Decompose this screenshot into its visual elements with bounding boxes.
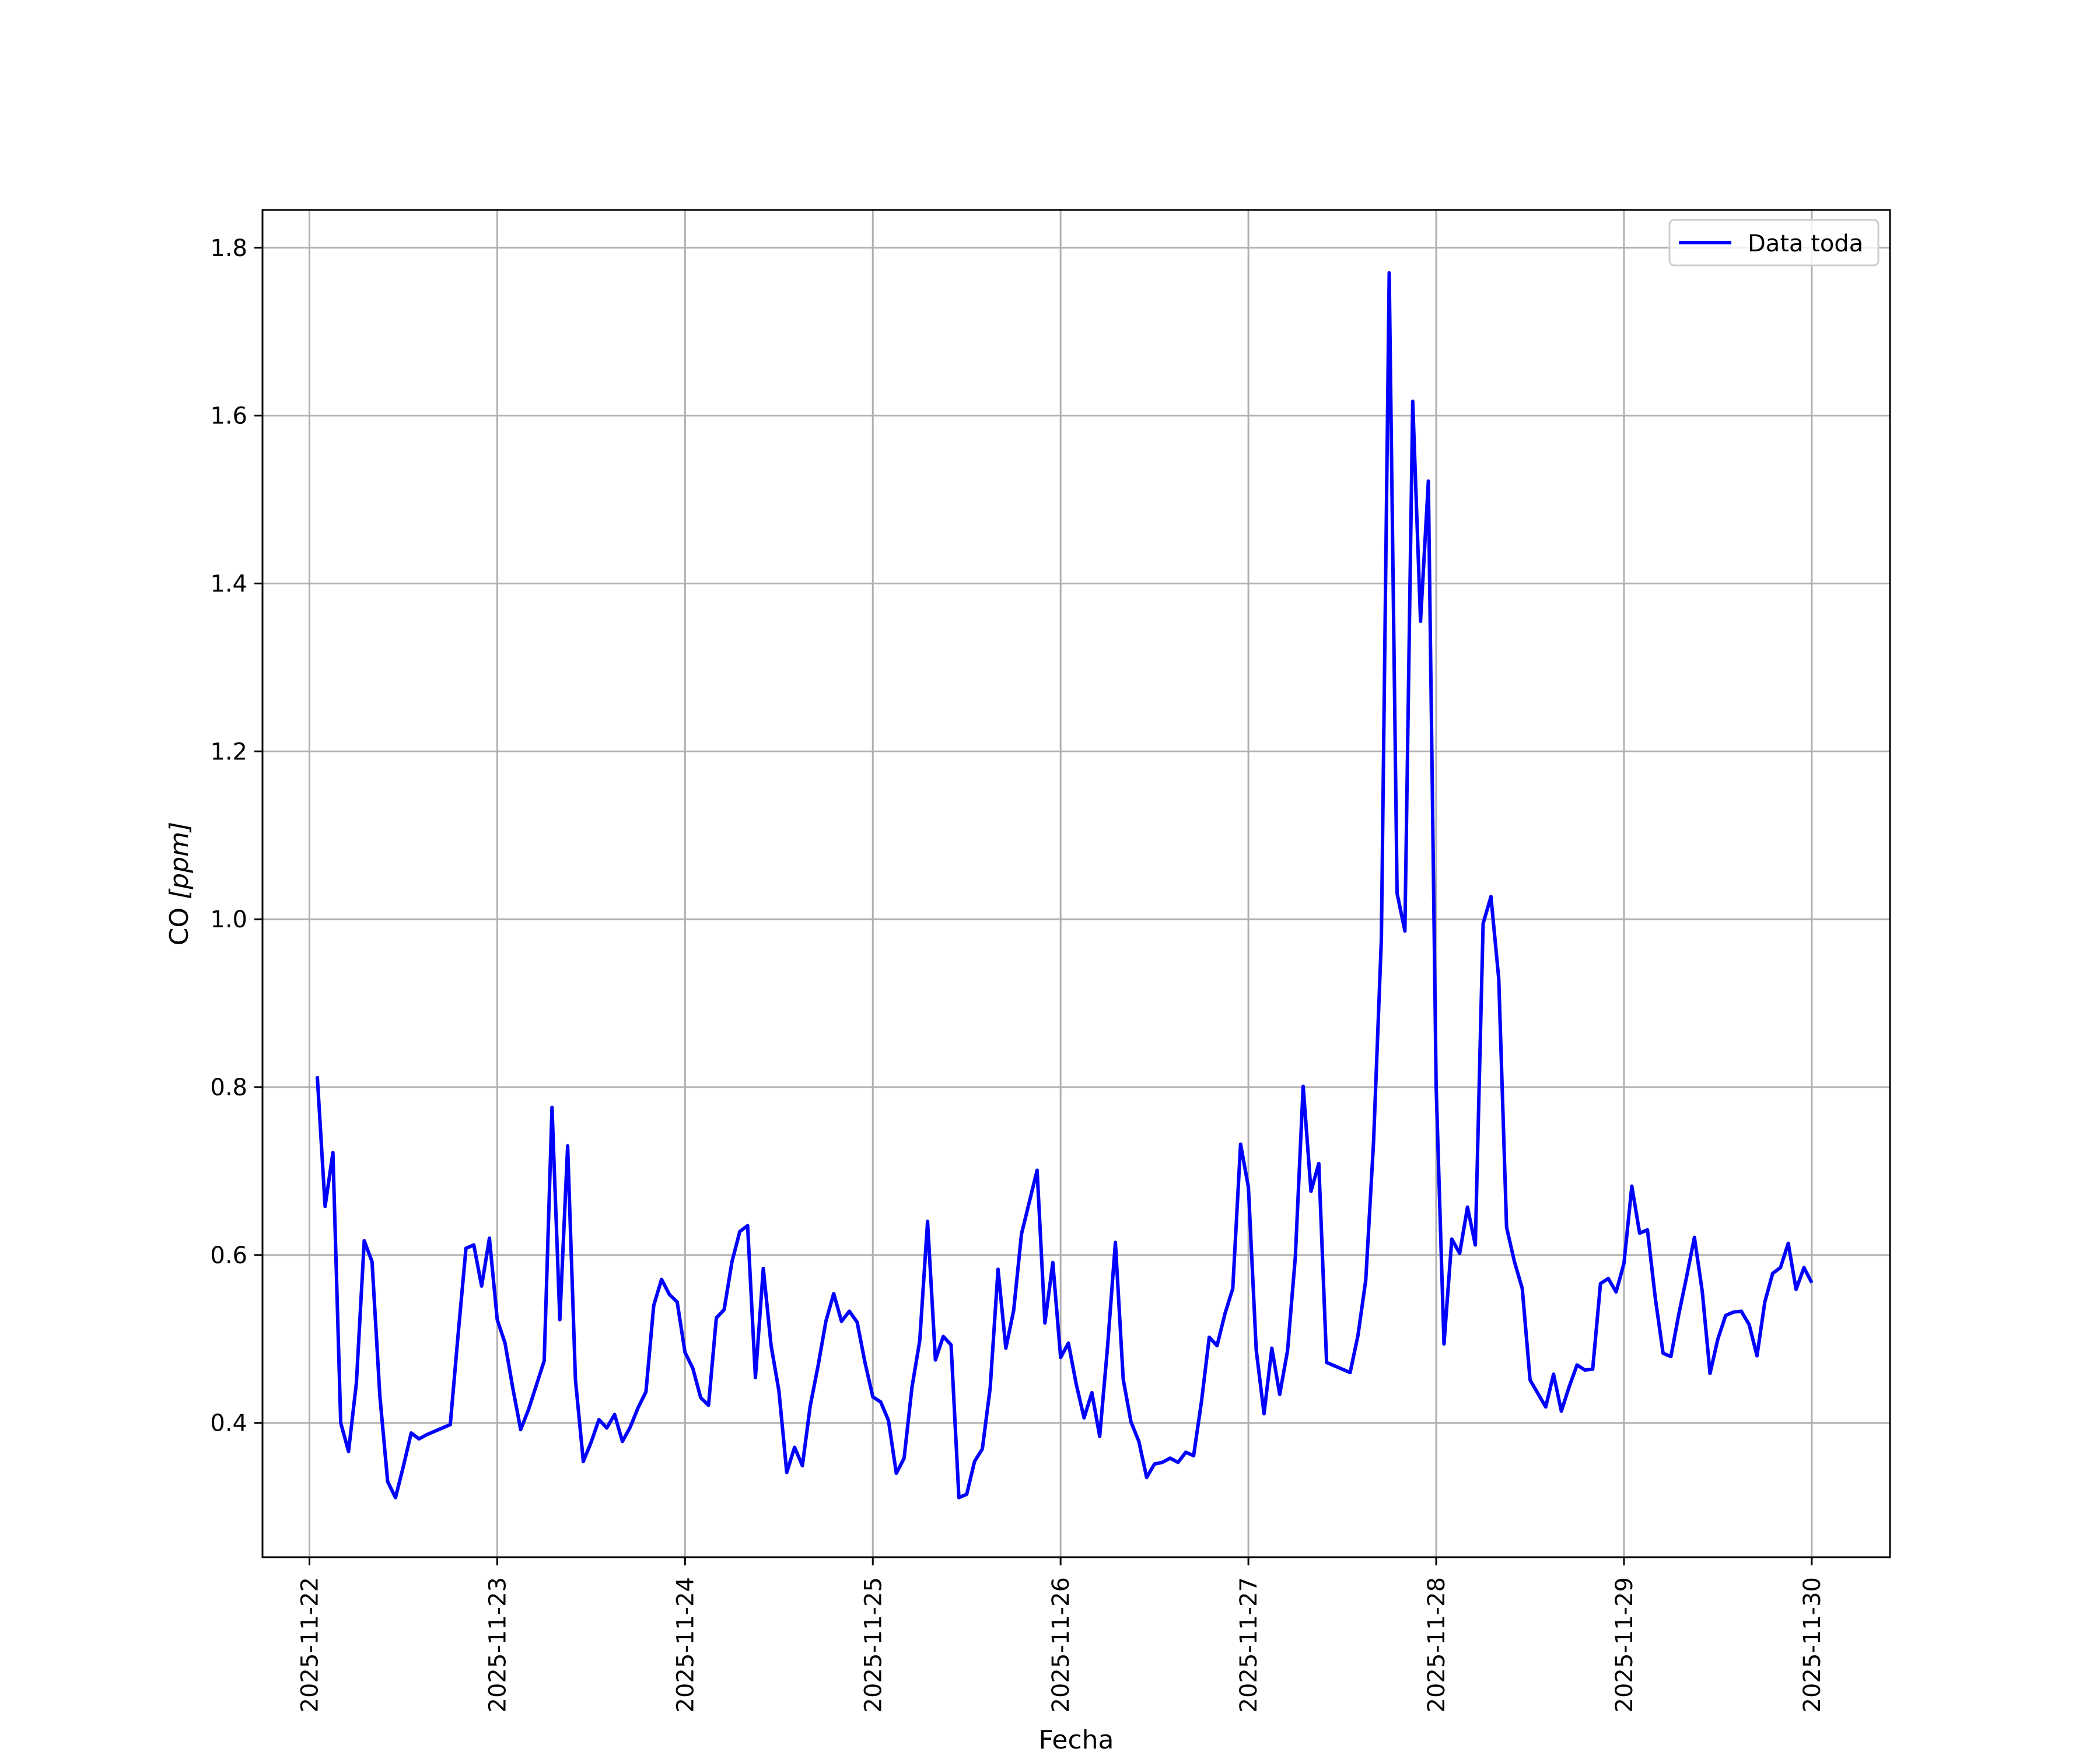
x-axis: 2025-11-22 2025-11-23 2025-11-24 2025-11-25… [296,1557,1826,1712]
y-axis-label: CO [ppm] [164,822,194,945]
y-tick-label: 1.0 [210,906,247,933]
y-axis-label-unit: [ppm] [164,822,194,899]
x-tick-label: 2025-11-29 [1611,1577,1638,1712]
plot-frame [261,209,1891,1558]
legend: Data toda [1668,219,1880,267]
y-tick-label: 1.2 [210,738,247,765]
series-line [315,271,1814,1499]
x-tick-label: 2025-11-28 [1423,1577,1450,1712]
x-tick-label: 2025-11-25 [860,1577,887,1712]
x-tick-label: 2025-11-26 [1048,1577,1074,1712]
y-tick-label: 0.4 [210,1410,247,1437]
legend-box [1668,219,1880,267]
legend-label: Data toda [1748,230,1863,257]
x-tick-label: 2025-11-23 [484,1577,511,1712]
x-tick-label: 2025-11-22 [296,1577,323,1712]
y-tick-label: 0.8 [210,1074,247,1101]
y-tick-label: 0.6 [210,1242,247,1269]
y-tick-label: 1.6 [210,403,247,430]
y-axis: 0.4 0.6 0.8 1.0 1.2 1.4 1.6 1.8 [210,235,262,1437]
x-tick-label: 2025-11-30 [1799,1577,1826,1712]
x-tick-label: 2025-11-24 [672,1577,699,1712]
y-tick-label: 1.4 [210,570,247,597]
x-tick-label: 2025-11-27 [1236,1577,1262,1712]
series-layer [315,271,1814,1499]
y-tick-label: 1.8 [210,235,247,262]
x-axis-label: Fecha [1038,1725,1114,1750]
grid [262,210,1890,1557]
y-axis-label-main: CO [164,899,194,945]
